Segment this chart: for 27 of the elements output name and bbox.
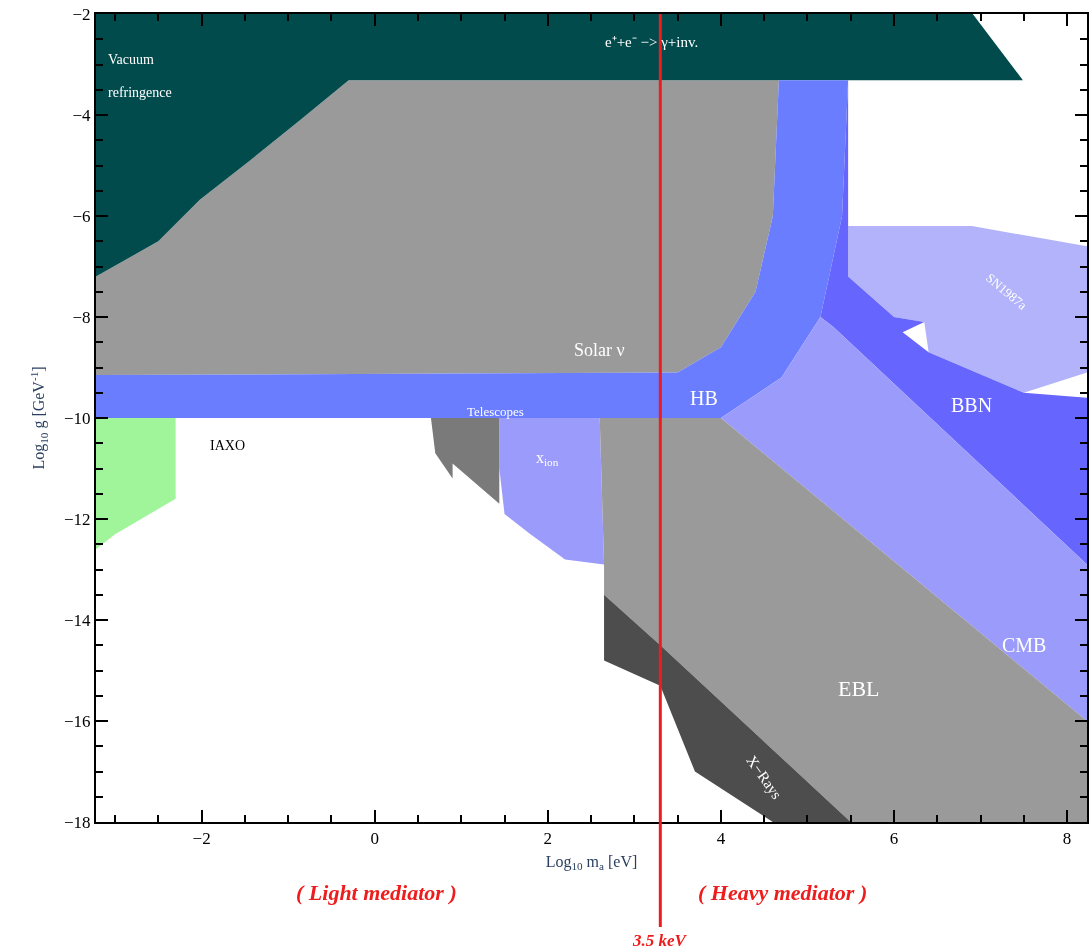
y-tick-label: −6 [72,206,91,226]
x-axis-title: Log$_{10}$ m$_{a}$ [eV] [545,852,638,872]
x-tick-label: 8 [1062,829,1072,849]
annotation: HB [690,387,718,409]
text: ( Heavy mediator ) [698,880,868,905]
ref-line-label: 3.5 keV [632,931,688,948]
annotation: CMB [1002,634,1047,656]
y-tick-label: −16 [64,711,91,731]
x-tick-label: 6 [889,829,899,849]
y-tick-label: −8 [72,307,91,327]
y-tick-label: −14 [64,610,92,630]
x-tick-label: 0 [370,829,379,849]
text: ( Light mediator ) [296,880,457,905]
y-tick-label: −2 [72,4,91,24]
annotation: BBN [951,394,993,416]
annotation: Vacuum [108,52,154,67]
x-tick-label: 2 [543,829,553,849]
x-tick-label: −2 [192,829,211,849]
y-tick-label: −10 [64,408,91,428]
annotation: x$_{ion}$ [536,449,559,469]
annotation: Telescopes [467,404,524,419]
annotation: IAXO [210,438,245,453]
y-tick-label: −12 [64,509,91,529]
y-tick-label: −4 [72,105,92,125]
x-tick-label: 4 [716,829,726,849]
y-tick-label: −18 [64,812,91,832]
annotation: EBL [838,676,880,701]
